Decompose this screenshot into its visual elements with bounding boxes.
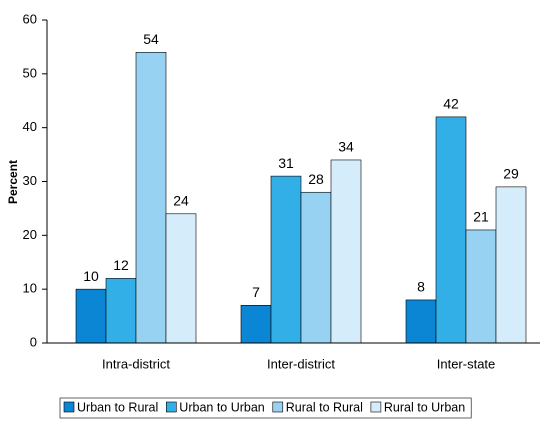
data-label: 28: [308, 171, 324, 187]
data-label: 8: [417, 279, 425, 295]
legend-label: Urban to Urban: [179, 400, 265, 414]
data-label: 24: [173, 193, 189, 209]
data-label: 29: [503, 166, 519, 182]
x-tick-label: Inter-state: [437, 356, 496, 371]
y-tick-label: 0: [30, 334, 37, 349]
bar: [405, 299, 437, 344]
legend-box: [59, 397, 472, 419]
legend-label: Rural to Urban: [384, 400, 465, 414]
bar: [495, 186, 527, 344]
bar: [240, 305, 272, 344]
y-axis-label: Percent: [6, 160, 20, 204]
legend-swatch: [165, 401, 177, 413]
y-tick-label: 60: [23, 11, 37, 26]
bar: [270, 175, 302, 344]
bar: [330, 159, 362, 344]
bar: [165, 213, 197, 344]
data-label: 12: [113, 257, 129, 273]
bar: [435, 116, 467, 344]
y-tick-label: 10: [23, 281, 37, 296]
x-tick-label: Intra-district: [102, 356, 170, 371]
bar: [75, 288, 107, 344]
y-tick-label: 20: [23, 227, 37, 242]
y-tick-label: 40: [23, 119, 37, 134]
data-label: 7: [252, 284, 260, 300]
data-label: 42: [443, 96, 459, 112]
legend-swatch: [63, 401, 75, 413]
legend-label: Rural to Rural: [286, 400, 363, 414]
bar: [105, 278, 137, 344]
data-label: 34: [338, 139, 354, 155]
bar: [300, 191, 332, 344]
data-label: 54: [143, 31, 159, 47]
data-label: 31: [278, 155, 294, 171]
data-label: 10: [83, 268, 99, 284]
legend-swatch: [370, 401, 382, 413]
data-label: 21: [473, 209, 489, 225]
bar: [465, 229, 497, 344]
legend-swatch: [272, 401, 284, 413]
y-tick-label: 50: [23, 65, 37, 80]
legend-label: Urban to Rural: [77, 400, 158, 414]
y-tick-label: 30: [23, 173, 37, 188]
x-tick-label: Inter-district: [267, 356, 335, 371]
bar: [135, 51, 167, 344]
